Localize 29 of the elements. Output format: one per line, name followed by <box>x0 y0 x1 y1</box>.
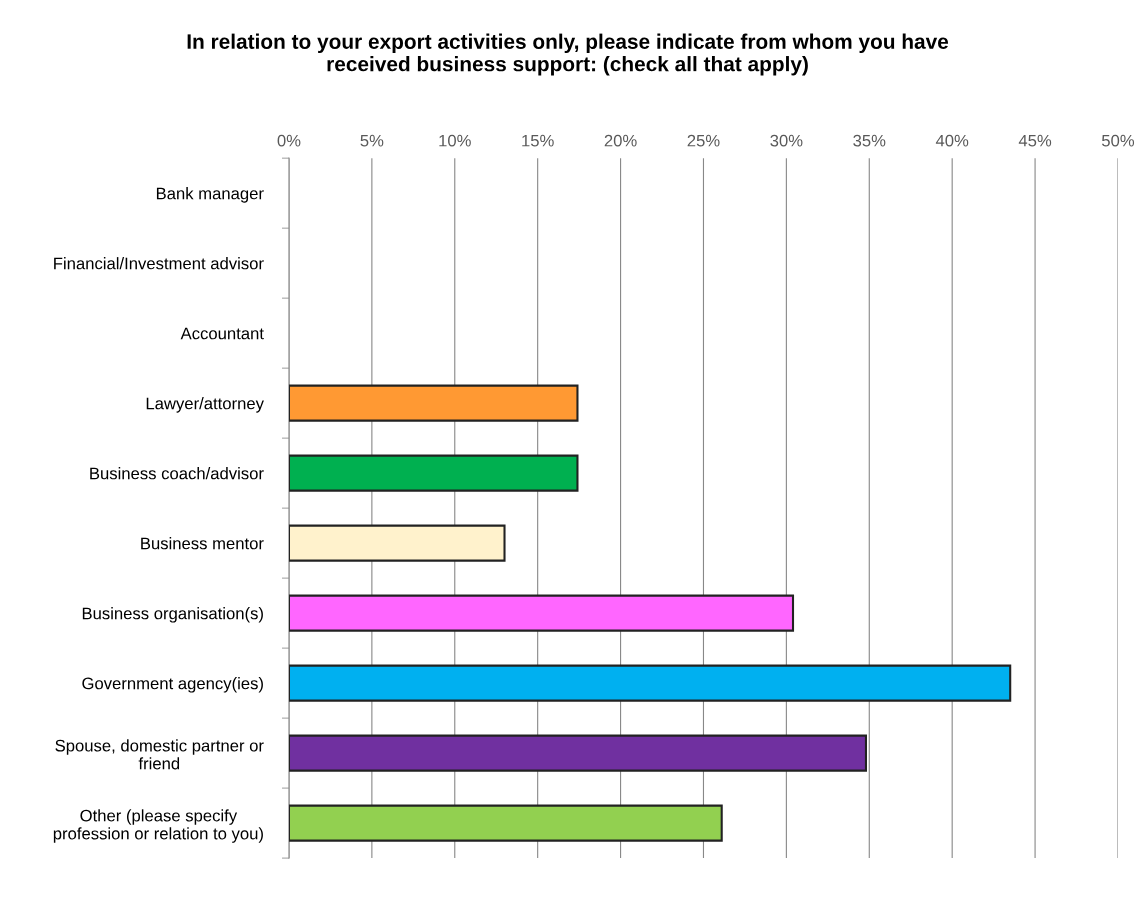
x-tick-label: 50% <box>1101 134 1135 147</box>
x-tick-label: 30% <box>770 134 803 147</box>
y-tick-label: Other (please specify profession or relation to you) <box>53 809 263 843</box>
x-tick-label: 15% <box>522 134 554 147</box>
y-tick-label: Accountant <box>180 327 264 340</box>
bar <box>288 384 579 422</box>
y-tick-label: Business mentor <box>141 537 264 550</box>
y-tick-label: Spouse, domestic partner or friend <box>55 739 264 770</box>
bar <box>288 454 579 492</box>
y-tick-label: Business coach/advisor <box>90 467 264 480</box>
x-tick-label: 5% <box>360 134 384 147</box>
x-tick-label: 40% <box>935 134 969 147</box>
bar <box>288 804 723 842</box>
x-tick-label: 25% <box>687 134 720 147</box>
bar <box>288 594 795 632</box>
bar <box>288 734 867 772</box>
y-tick-label: Business organisation(s) <box>82 607 263 623</box>
x-tick-label: 45% <box>1018 134 1052 147</box>
x-tick-label: 10% <box>439 134 471 147</box>
y-tick-label: Government agency(ies) <box>82 677 263 693</box>
chart-title: In relation to your export activities only, please indicate from whom you have received business support: (check all that apply) <box>187 33 949 76</box>
y-tick-label: Financial/Investment advisor <box>54 257 264 270</box>
x-tick-label: 0% <box>277 134 301 147</box>
bar <box>288 664 1012 702</box>
y-tick-label: Lawyer/attorney <box>146 397 264 413</box>
y-tick-label: Bank manager <box>156 187 264 203</box>
bar <box>288 524 506 562</box>
x-tick-label: 20% <box>604 134 637 147</box>
x-tick-label: 35% <box>853 134 886 147</box>
